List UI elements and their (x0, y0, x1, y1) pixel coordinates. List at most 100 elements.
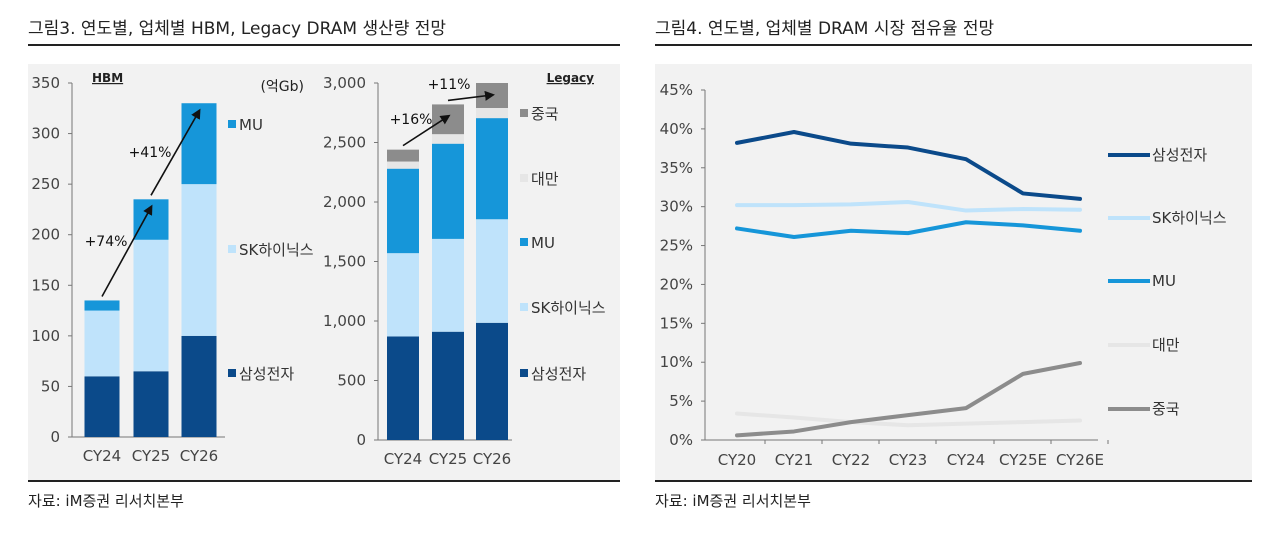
growth-label: +74% (85, 234, 128, 250)
figure3-source: 자료: iM증권 리서치본부 (28, 492, 184, 510)
share-chart: 0% 5% 10% 15% 20% 25% 30% 35% 40% 45% CY20 CY21 CY22… (660, 81, 1227, 469)
growth-label: +16% (390, 112, 433, 128)
bar-skhynix-cy24 (387, 253, 419, 337)
y-tick-label: 500 (337, 372, 366, 390)
bar-skhynix-cy26 (181, 184, 217, 336)
panel-title: Legacy (547, 71, 595, 85)
y-tick-label: 1,500 (323, 253, 366, 271)
y-tick-label: 2,000 (323, 193, 366, 211)
y-tick-label: 250 (31, 175, 60, 193)
legend-label-taiwan: 대만 (1152, 336, 1180, 354)
legend-label-mu: MU (531, 234, 555, 252)
legend-swatch-mu (520, 238, 528, 246)
y-tick-label: 45% (660, 81, 693, 99)
bar-skhynix-cy26 (476, 219, 508, 323)
growth-arrow (447, 90, 495, 102)
y-tick-label: 20% (660, 275, 693, 293)
x-tick-label: CY25 (429, 450, 467, 468)
x-tick-label: CY20 (718, 451, 756, 469)
y-tick-label: 35% (660, 159, 693, 177)
legend-swatch-samsung (520, 369, 528, 377)
legend-swatch-china (520, 109, 528, 117)
legend-label-samsung: 삼성전자 (1152, 146, 1207, 164)
bar-taiwan-cy26 (476, 107, 508, 119)
y-tick-label: 1,000 (323, 312, 366, 330)
x-tick-label: CY24 (384, 450, 422, 468)
y-tick-label: 30% (660, 198, 693, 216)
bar-mu-cy25 (432, 143, 464, 239)
legend-label-samsung: 삼성전자 (239, 365, 294, 383)
bar-samsung-cy25 (432, 331, 464, 440)
y-tick-label: 350 (31, 74, 60, 92)
bar-china-cy24 (387, 149, 419, 162)
y-tick-label: 10% (660, 353, 693, 371)
y-tick-label: 50 (41, 377, 60, 395)
bar-skhynix-cy25 (432, 238, 464, 332)
figure4-bottom-rule (655, 480, 1252, 482)
bar-taiwan-cy24 (387, 161, 419, 169)
bar-skhynix-cy25 (133, 239, 169, 372)
hbm-chart: 0 50 100 150 200 250 300 350 CY24 CY25 CY26 MU SK하이닉… (31, 71, 314, 465)
y-tick-label: 3,000 (323, 74, 366, 92)
x-tick-label: CY26 (473, 450, 511, 468)
panel-title: HBM (92, 71, 123, 85)
bar-samsung-cy24 (387, 336, 419, 440)
legend-label-china: 중국 (531, 105, 559, 123)
x-tick-label: CY26 (180, 447, 218, 465)
legend-swatch-mu (228, 120, 236, 128)
legacy-chart: 0 500 1,000 1,500 2,000 2,500 3,000 CY24 CY25 CY2… (323, 71, 606, 468)
legend-label-skhynix: SK하이닉스 (531, 299, 606, 317)
bar-samsung-cy26 (476, 322, 508, 440)
growth-arrow (101, 204, 153, 297)
line-samsung (735, 130, 1082, 201)
legend-label-taiwan: 대만 (531, 170, 559, 188)
bar-samsung-cy24 (84, 376, 120, 437)
legend-swatch-taiwan (520, 174, 528, 182)
figure4-source: 자료: iM증권 리서치본부 (655, 492, 811, 510)
y-tick-label: 100 (31, 327, 60, 345)
line-mu (735, 220, 1082, 239)
x-tick-label: CY23 (889, 451, 927, 469)
figure3-bottom-rule (28, 480, 620, 482)
y-tick-label: 40% (660, 120, 693, 138)
legend-swatch-skhynix (228, 245, 236, 253)
legend-label-samsung: 삼성전자 (531, 365, 586, 383)
figure4-title: 그림4. 연도별, 업체별 DRAM 시장 점유율 전망 (655, 19, 995, 39)
x-tick-label: CY25E (999, 451, 1047, 469)
bar-skhynix-cy24 (84, 310, 120, 377)
unit-label: (억Gb) (260, 79, 304, 95)
y-tick-label: 300 (31, 125, 60, 143)
legend-label-mu: MU (239, 116, 263, 134)
figure3-panel (28, 64, 620, 480)
line-china (735, 361, 1082, 438)
bar-mu-cy26 (476, 118, 508, 220)
legend-label-skhynix: SK하이닉스 (1152, 209, 1227, 227)
legend-label-skhynix: SK하이닉스 (239, 241, 314, 259)
y-tick-label: 0 (356, 431, 366, 449)
growth-label: +41% (129, 145, 172, 161)
bar-mu-cy24 (84, 300, 120, 311)
figure4-top-rule (655, 44, 1252, 46)
y-tick-label: 2,500 (323, 134, 366, 152)
bar-samsung-cy26 (181, 335, 217, 437)
line-skhynix (735, 200, 1082, 213)
figure3-top-rule (28, 44, 620, 46)
y-tick-label: 200 (31, 226, 60, 244)
bar-taiwan-cy25 (432, 134, 464, 144)
x-tick-label: CY24 (947, 451, 985, 469)
legend-label-china: 중국 (1152, 400, 1180, 418)
y-tick-label: 0% (669, 431, 693, 449)
y-tick-label: 15% (660, 314, 693, 332)
growth-label: +11% (428, 77, 471, 93)
legend-label-mu: MU (1152, 272, 1176, 290)
growth-arrow (150, 108, 201, 196)
bar-mu-cy24 (387, 168, 419, 254)
line-taiwan (735, 411, 1082, 428)
y-tick-label: 150 (31, 276, 60, 294)
growth-arrow (402, 114, 451, 147)
bar-samsung-cy25 (133, 371, 169, 437)
y-tick-label: 25% (660, 237, 693, 255)
x-tick-label: CY21 (775, 451, 813, 469)
legend-swatch-skhynix (520, 303, 528, 311)
x-tick-label: CY25 (132, 447, 170, 465)
